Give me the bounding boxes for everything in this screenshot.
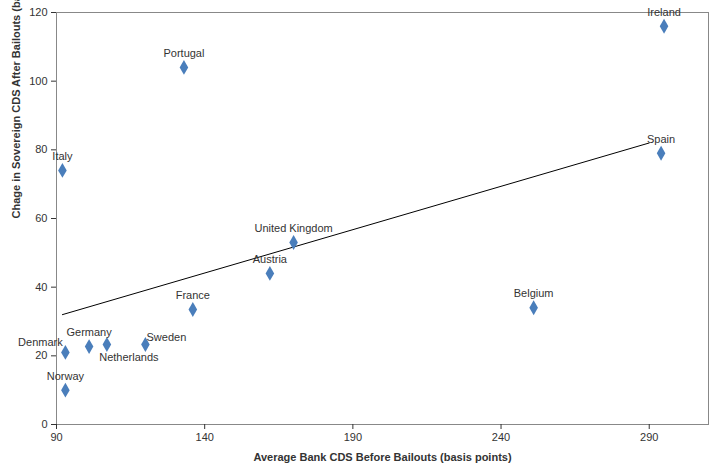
svg-text:Belgium: Belgium [514, 287, 554, 299]
svg-text:Chage in Sovereign CDS After B: Chage in Sovereign CDS After Bailouts (b… [10, 0, 22, 219]
svg-text:Germany: Germany [66, 326, 112, 338]
svg-text:190: 190 [344, 431, 362, 443]
svg-text:0: 0 [41, 418, 47, 430]
svg-text:Spain: Spain [647, 133, 675, 145]
svg-text:Netherlands: Netherlands [99, 351, 159, 363]
svg-text:20: 20 [35, 349, 47, 361]
svg-text:Sweden: Sweden [147, 331, 187, 343]
svg-text:France: France [176, 289, 210, 301]
svg-text:60: 60 [35, 212, 47, 224]
svg-text:100: 100 [29, 75, 47, 87]
svg-text:90: 90 [50, 431, 62, 443]
svg-text:United Kingdom: United Kingdom [254, 222, 332, 234]
svg-text:120: 120 [29, 6, 47, 18]
svg-text:Denmark: Denmark [18, 336, 63, 348]
svg-text:Average Bank CDS Before Bailou: Average Bank CDS Before Bailouts (basis … [253, 451, 511, 463]
svg-text:Austria: Austria [253, 253, 288, 265]
svg-text:40: 40 [35, 281, 47, 293]
svg-text:290: 290 [640, 431, 658, 443]
svg-text:Italy: Italy [52, 150, 73, 162]
svg-text:Norway: Norway [47, 370, 85, 382]
svg-text:140: 140 [196, 431, 214, 443]
svg-text:Ireland: Ireland [647, 6, 681, 18]
svg-text:Portugal: Portugal [163, 47, 204, 59]
svg-text:80: 80 [35, 143, 47, 155]
svg-text:240: 240 [492, 431, 510, 443]
